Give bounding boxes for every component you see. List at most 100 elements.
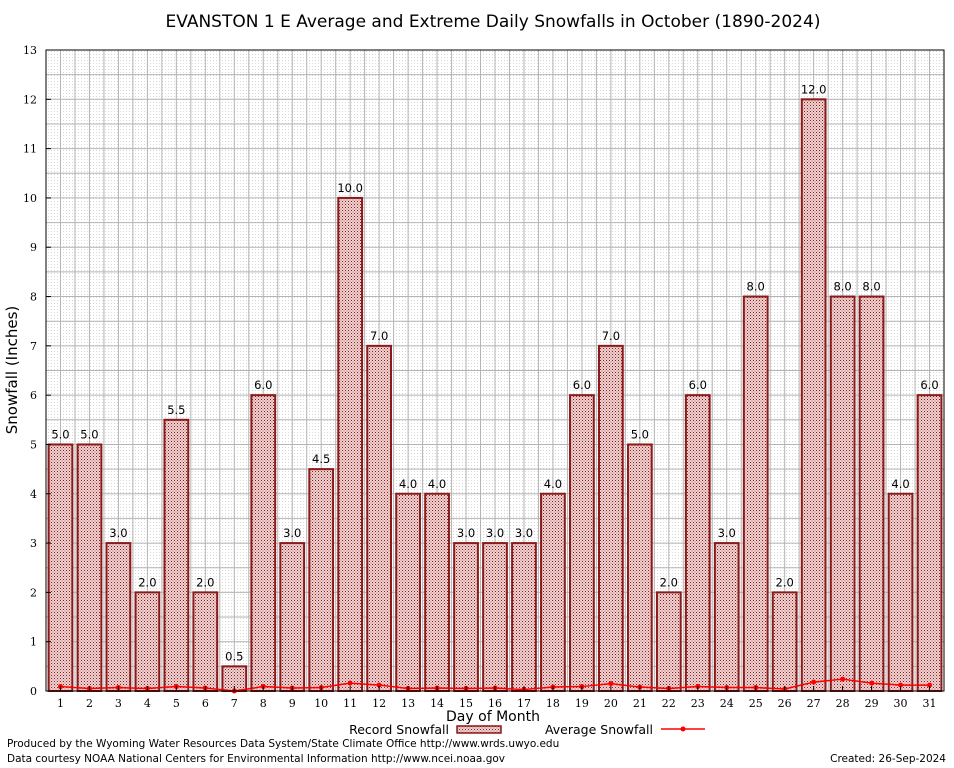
x-tick-label: 21: [633, 697, 647, 710]
y-tick-label: 2: [30, 586, 37, 599]
record-bar-label: 6.0: [920, 378, 938, 392]
average-point: [608, 681, 614, 687]
record-bar-label: 6.0: [689, 378, 707, 392]
x-tick-label: 27: [807, 697, 821, 710]
footer-produced-by: Produced by the Wyoming Water Resources …: [7, 738, 560, 750]
record-bar: [337, 196, 364, 693]
x-axis-ticks: 1 2 3 4 5 6 7 8 9 10 11 12 13 14 15 16 17 18 19 20 21 22 23 24 2…: [57, 686, 937, 710]
y-tick-label: 11: [23, 143, 37, 156]
record-bar-label: 3.0: [283, 526, 301, 540]
record-bar-label: 4.0: [891, 477, 909, 491]
y-tick-label: 5: [30, 438, 37, 451]
record-bar: [511, 542, 537, 692]
record-bar: [279, 542, 306, 692]
record-bar: [482, 542, 508, 692]
record-bar-label: 4.0: [428, 477, 446, 491]
x-tick-label: 6: [202, 697, 209, 710]
average-point: [898, 682, 904, 688]
y-tick-label: 12: [23, 93, 37, 106]
bar-series: 5.0 5.0 3.0 2.0 5.5 2.0 0.5 6.0 3.0 4.5 10.0 7.0 4.0…: [47, 82, 943, 693]
y-tick-label: 9: [30, 241, 37, 254]
y-tick-label: 1: [30, 636, 37, 649]
x-tick-label: 23: [691, 697, 705, 710]
x-tick-label: 17: [517, 697, 531, 710]
record-bar: [800, 98, 827, 693]
y-axis-label: Snowfall (Inches): [3, 306, 21, 434]
x-tick-label: 29: [865, 697, 879, 710]
record-bar-label: 6.0: [254, 378, 272, 392]
y-tick-label: 7: [30, 340, 37, 353]
record-bar: [713, 542, 740, 692]
record-bar: [540, 492, 566, 692]
average-point: [347, 680, 353, 686]
record-bar: [308, 468, 335, 692]
record-bar: [105, 542, 132, 692]
legend-average-label: Average Snowfall: [545, 722, 653, 737]
record-bar-label: 12.0: [801, 82, 827, 96]
record-bar: [163, 418, 190, 692]
average-point: [927, 682, 933, 688]
legend-record-label: Record Snowfall: [349, 722, 449, 737]
record-bar: [424, 492, 450, 692]
x-tick-label: 11: [343, 697, 357, 710]
record-bar: [395, 492, 421, 692]
x-tick-label: 4: [144, 697, 151, 710]
y-tick-label: 13: [23, 44, 37, 57]
record-bar-label: 8.0: [833, 280, 851, 294]
x-tick-label: 26: [778, 697, 792, 710]
x-tick-label: 15: [459, 697, 473, 710]
record-bar: [916, 394, 943, 692]
record-bar-label: 5.0: [80, 427, 98, 441]
record-bar: [829, 295, 856, 692]
x-tick-label: 30: [894, 697, 908, 710]
record-bar-label: 0.5: [225, 649, 243, 663]
average-point: [376, 682, 382, 688]
legend: Record Snowfall Average Snowfall: [349, 722, 705, 737]
x-tick-label: 3: [115, 697, 122, 710]
record-bar-label: 5.0: [51, 427, 69, 441]
record-bar: [134, 591, 161, 693]
record-bar-label: 3.0: [515, 526, 533, 540]
y-tick-label: 8: [30, 291, 37, 304]
y-tick-label: 6: [30, 389, 37, 402]
record-bar: [76, 443, 103, 693]
legend-record-swatch: [456, 725, 502, 734]
x-tick-label: 8: [260, 697, 267, 710]
x-tick-label: 9: [289, 697, 296, 710]
record-bar: [858, 295, 885, 692]
x-tick-label: 20: [604, 697, 618, 710]
record-bar-label: 4.0: [399, 477, 417, 491]
record-bar: [366, 344, 393, 692]
record-bar: [192, 591, 219, 693]
record-bar: [684, 394, 711, 692]
record-bar-label: 3.0: [109, 526, 127, 540]
y-tick-label: 4: [30, 488, 37, 501]
record-bar: [655, 591, 682, 693]
x-tick-label: 18: [546, 697, 560, 710]
x-tick-label: 1: [57, 697, 64, 710]
record-bar-label: 8.0: [747, 280, 765, 294]
record-bar-label: 5.5: [167, 403, 185, 417]
record-bar-label: 3.0: [486, 526, 504, 540]
record-bar-label: 2.0: [660, 575, 678, 589]
x-tick-label: 24: [720, 697, 734, 710]
record-bar: [771, 591, 798, 693]
record-bar: [597, 344, 624, 692]
x-tick-label: 12: [372, 697, 386, 710]
record-bar: [453, 542, 479, 692]
record-bar-label: 2.0: [776, 575, 794, 589]
average-point: [811, 679, 817, 685]
record-bar: [47, 443, 74, 693]
x-tick-label: 25: [749, 697, 763, 710]
x-tick-label: 13: [401, 697, 415, 710]
record-bar-label: 8.0: [862, 280, 880, 294]
record-bar-label: 7.0: [370, 329, 388, 343]
x-tick-label: 7: [231, 697, 238, 710]
record-bar-label: 3.0: [457, 526, 475, 540]
record-bar: [887, 492, 914, 692]
record-bar-label: 10.0: [337, 181, 363, 195]
x-tick-label: 19: [575, 697, 589, 710]
y-tick-label: 10: [23, 192, 37, 205]
y-tick-label: 0: [30, 685, 37, 698]
record-bar-label: 5.0: [631, 427, 649, 441]
